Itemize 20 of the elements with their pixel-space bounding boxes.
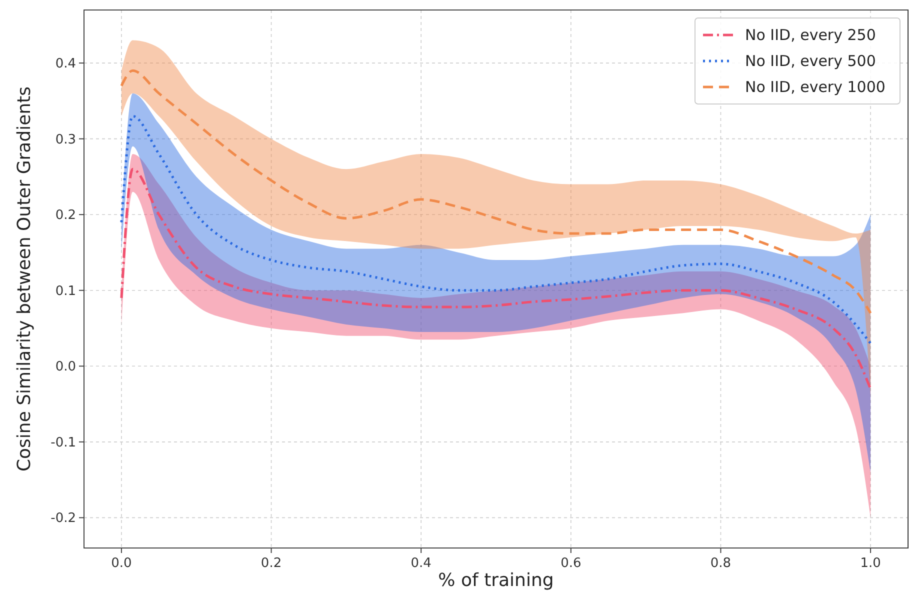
legend-label: No IID, every 250 [745,26,876,44]
y-tick-label: 0.0 [55,360,76,375]
y-tick-label: 0.3 [55,132,76,148]
y-tick-label: 0.2 [55,208,76,224]
line-series [120,168,872,390]
x-tick-label: 0.0 [111,556,132,571]
y-tick-label: 0.4 [55,56,76,72]
x-tick-label: 0.4 [410,556,432,571]
y-tick-label: 0.1 [55,284,76,299]
x-tick-label: 0.6 [560,556,582,571]
y-tick-label: -0.2 [50,511,76,526]
x-tick-label: 1.0 [860,556,881,571]
x-axis-title: % of training [438,570,554,591]
x-tick-label: 0.2 [260,556,282,571]
legend-label: No IID, every 500 [745,52,876,70]
line-series [120,114,872,345]
y-tick-label: -0.1 [50,435,76,450]
y-axis-title: Cosine Similarity between Outer Gradients [14,86,35,472]
x-tick-label: 0.8 [710,556,732,571]
legend-label: No IID, every 1000 [745,78,886,96]
